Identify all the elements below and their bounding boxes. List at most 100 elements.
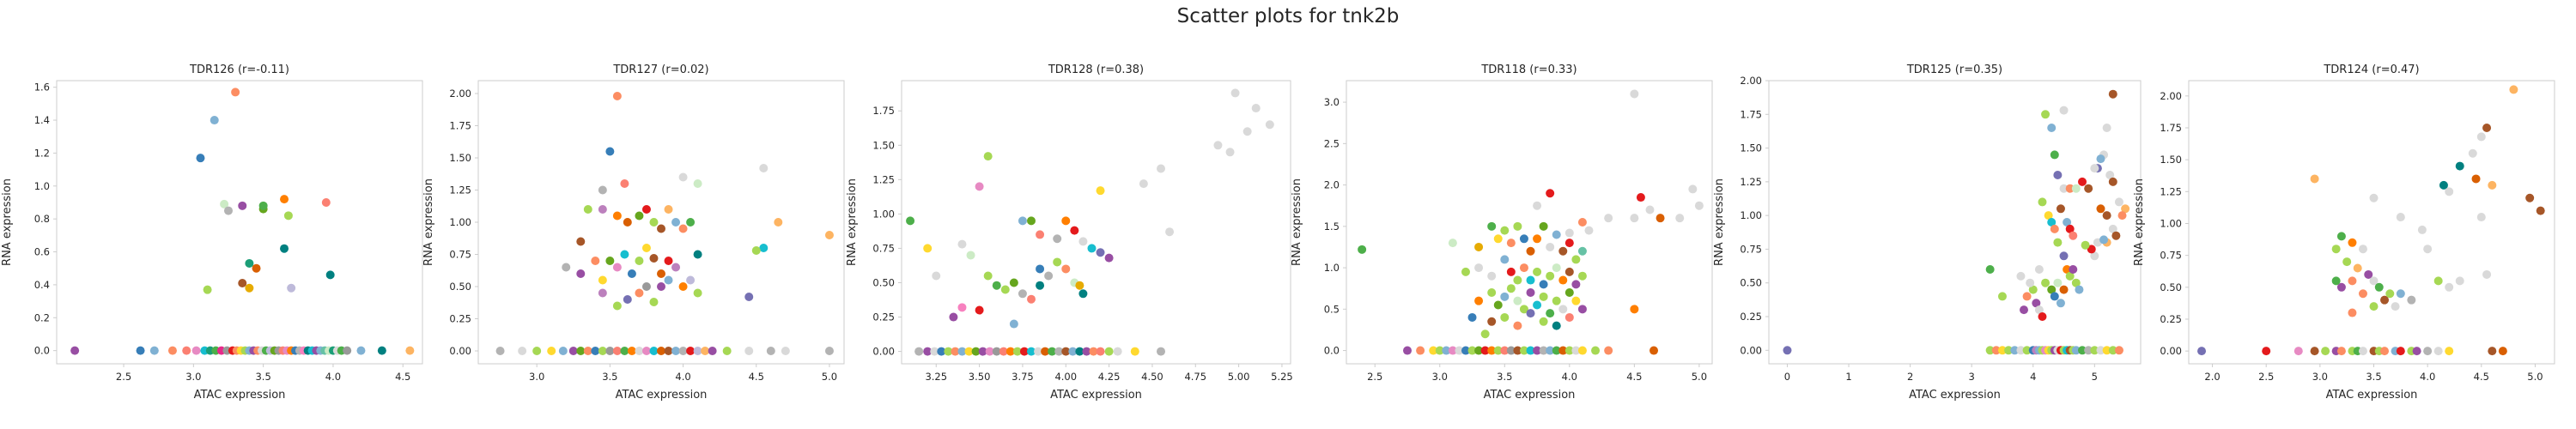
data-point bbox=[2028, 285, 2038, 294]
data-point bbox=[2117, 211, 2127, 221]
data-point bbox=[1018, 216, 1027, 226]
data-point bbox=[2022, 346, 2032, 355]
data-point bbox=[906, 216, 915, 226]
data-point bbox=[283, 211, 293, 221]
data-point bbox=[949, 312, 958, 322]
data-point bbox=[2358, 289, 2367, 299]
data-point bbox=[1688, 184, 1698, 194]
data-point bbox=[1044, 271, 1054, 281]
data-point bbox=[957, 303, 967, 312]
plot-frame bbox=[2188, 80, 2555, 365]
data-point bbox=[1213, 141, 1223, 150]
data-point bbox=[923, 347, 933, 356]
data-point bbox=[1991, 346, 2001, 355]
data-point bbox=[1036, 230, 1045, 239]
data-point bbox=[2081, 240, 2090, 250]
data-point bbox=[1519, 305, 1528, 314]
data-point bbox=[605, 257, 615, 265]
data-point bbox=[1018, 289, 1027, 299]
data-point bbox=[2396, 213, 2405, 222]
data-point bbox=[686, 347, 696, 355]
data-point bbox=[231, 88, 240, 97]
data-point bbox=[1034, 347, 1043, 356]
data-point bbox=[1591, 346, 1601, 355]
data-point bbox=[1571, 255, 1581, 264]
data-point bbox=[280, 195, 289, 204]
data-point bbox=[245, 283, 254, 293]
data-point bbox=[671, 218, 681, 227]
y-tick-label: 0.75 bbox=[1740, 243, 1762, 255]
data-point bbox=[2391, 302, 2400, 311]
data-point bbox=[2262, 347, 2271, 356]
data-point bbox=[2050, 224, 2059, 233]
data-point bbox=[1604, 214, 1613, 223]
y-tick-label: 1.50 bbox=[872, 139, 895, 151]
y-axis-label: RNA expression bbox=[1713, 178, 1726, 266]
data-points bbox=[70, 88, 415, 355]
data-point bbox=[1487, 317, 1497, 326]
data-point bbox=[930, 347, 939, 356]
data-point bbox=[944, 347, 953, 356]
data-point bbox=[1519, 346, 1528, 355]
data-point bbox=[2482, 124, 2492, 132]
data-point bbox=[1558, 346, 1568, 355]
data-point bbox=[2108, 346, 2117, 355]
y-tick-label: 2.0 bbox=[1324, 179, 1340, 191]
data-point bbox=[1997, 346, 2007, 355]
data-point bbox=[985, 347, 994, 356]
data-point bbox=[1474, 346, 1484, 355]
x-tick-label: 5 bbox=[2092, 371, 2098, 383]
data-point bbox=[1513, 296, 1522, 305]
y-axis-label: RNA expression bbox=[2133, 178, 2146, 266]
scatter-panels: TDR126 (r=-0.11) 2.5 3.0 3.5 4.0 4.5 0.0 0.2 0.4… bbox=[1, 63, 2555, 402]
data-point bbox=[686, 218, 696, 227]
y-tick-label: 0.4 bbox=[34, 279, 50, 291]
data-point bbox=[1577, 246, 1587, 256]
data-point bbox=[2342, 257, 2352, 267]
scatter-panel-5: TDR125 (r=0.35) 0 1 2 3 4 5 0.00 0.25 0.50 0.75 1.0… bbox=[1713, 63, 2142, 402]
data-point bbox=[167, 346, 177, 355]
data-point bbox=[1448, 346, 1457, 355]
data-point bbox=[678, 224, 688, 233]
data-point bbox=[1487, 288, 1497, 298]
x-tick-label: 3 bbox=[1969, 371, 1975, 383]
data-point bbox=[1435, 346, 1444, 355]
data-point bbox=[2509, 85, 2518, 94]
data-point bbox=[2108, 177, 2117, 186]
data-point bbox=[1506, 346, 1516, 355]
data-point bbox=[971, 347, 981, 356]
data-point bbox=[2090, 164, 2099, 173]
data-point bbox=[2488, 180, 2497, 190]
data-point bbox=[2488, 347, 2497, 356]
data-point bbox=[2105, 171, 2115, 179]
data-point bbox=[1061, 264, 1071, 274]
data-point bbox=[1985, 346, 1995, 355]
data-point bbox=[2433, 347, 2443, 356]
data-point bbox=[966, 251, 975, 260]
data-point bbox=[1061, 347, 1071, 356]
y-tick-label: 1.75 bbox=[2160, 122, 2182, 134]
data-point bbox=[2369, 193, 2379, 202]
data-point bbox=[1546, 346, 1555, 355]
x-tick-label: 3.5 bbox=[255, 371, 270, 383]
data-point bbox=[1533, 234, 1542, 244]
data-point bbox=[1500, 292, 1510, 301]
data-point bbox=[612, 263, 622, 272]
plot-frame bbox=[1346, 80, 1713, 365]
y-axis-label: RNA expression bbox=[1, 178, 14, 266]
data-point bbox=[2445, 282, 2454, 292]
y-tick-label: 0.75 bbox=[2160, 250, 2182, 262]
data-point bbox=[1027, 347, 1036, 356]
data-point bbox=[1604, 346, 1613, 355]
data-point bbox=[2396, 347, 2405, 356]
data-point bbox=[2026, 278, 2035, 287]
x-tick-label: 3.25 bbox=[925, 371, 947, 383]
x-tick-label: 3.0 bbox=[185, 371, 201, 383]
data-point bbox=[2369, 276, 2379, 286]
y-tick-label: 0.25 bbox=[1740, 311, 1762, 323]
data-point bbox=[1048, 347, 1057, 356]
data-point bbox=[2380, 347, 2390, 356]
data-point bbox=[2096, 154, 2105, 164]
data-point bbox=[2038, 312, 2047, 321]
data-point bbox=[649, 218, 659, 227]
